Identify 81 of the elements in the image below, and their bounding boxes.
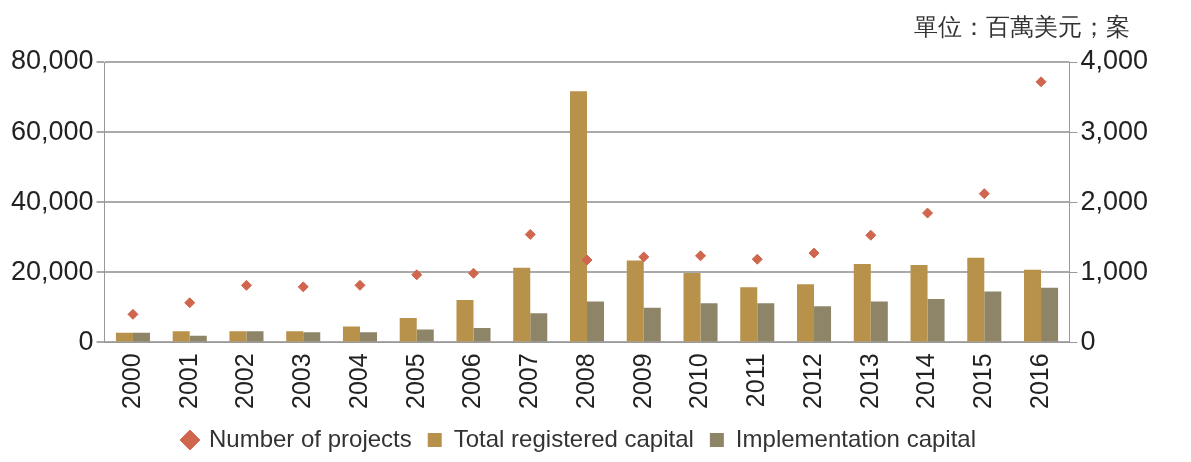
x-tick-label: 2006	[457, 353, 486, 410]
point	[468, 267, 479, 279]
y-tick-label: 80,000	[10, 45, 94, 76]
bar	[115, 332, 133, 342]
bar	[569, 91, 588, 342]
x-tick-label: 2016	[1024, 353, 1053, 410]
bar	[246, 331, 264, 342]
bar	[416, 329, 434, 342]
bar	[456, 300, 474, 342]
bar	[229, 331, 247, 342]
point	[240, 279, 252, 291]
point	[354, 279, 366, 291]
y2-tick-label: 0	[1080, 325, 1096, 356]
point	[127, 308, 139, 320]
x-tick-label: 2012	[797, 353, 826, 410]
point	[695, 250, 707, 262]
bar	[587, 301, 605, 342]
point	[638, 251, 650, 263]
x-tick-label: 2014	[911, 353, 940, 410]
bar	[853, 263, 871, 342]
y-tick-label: 40,000	[10, 185, 94, 216]
bar	[359, 332, 378, 342]
x-tick-label: 2009	[627, 353, 656, 410]
bar	[1024, 269, 1042, 342]
x-tick-label: 2003	[287, 353, 316, 410]
bar	[870, 301, 888, 342]
x-tick-label: 2015	[968, 353, 997, 410]
point	[581, 254, 593, 266]
legend-label: Implementation capital	[735, 424, 977, 452]
bar	[1041, 287, 1059, 342]
x-tick-label: 2002	[230, 353, 259, 410]
x-tick-label: 2010	[684, 353, 713, 410]
y2-tick-label: 4,000	[1080, 45, 1149, 76]
bar	[342, 326, 360, 342]
bar	[797, 284, 815, 342]
point	[751, 253, 763, 265]
point	[865, 229, 877, 241]
y2-tick-label: 2,000	[1080, 185, 1149, 216]
point	[297, 281, 309, 293]
legend-label: Total registered capital	[453, 424, 694, 452]
y2-tick-label: 3,000	[1080, 115, 1149, 146]
bar	[513, 267, 531, 342]
bar	[683, 272, 701, 342]
y2-tick-label: 1,000	[1080, 255, 1149, 286]
bar	[740, 287, 758, 342]
point	[808, 247, 820, 259]
bar	[814, 306, 832, 342]
bar	[530, 313, 548, 342]
y-tick-label: 60,000	[10, 115, 94, 146]
bar	[700, 303, 718, 342]
x-tick-label: 2011	[741, 353, 770, 408]
bar	[286, 331, 304, 342]
bar	[643, 307, 661, 342]
point	[1035, 76, 1047, 88]
x-tick-label: 2001	[173, 353, 202, 410]
bar	[626, 260, 644, 342]
bar	[303, 332, 321, 342]
x-tick-label: 2004	[343, 353, 372, 410]
bar	[757, 303, 775, 342]
point	[524, 228, 536, 240]
bar	[927, 298, 945, 342]
y-tick-label: 0	[78, 325, 94, 356]
legend-label: Number of projects	[209, 424, 412, 452]
point	[922, 207, 934, 219]
text: 單位：百萬美元；案	[914, 12, 1130, 40]
bar	[967, 257, 985, 342]
x-tick-label: 2008	[570, 353, 599, 410]
point	[411, 269, 423, 281]
bar	[399, 317, 417, 342]
point	[184, 297, 196, 309]
bar	[910, 265, 928, 342]
point	[978, 188, 990, 200]
x-tick-label: 2007	[514, 353, 543, 410]
x-tick-label: 2013	[854, 353, 883, 410]
bar	[132, 332, 150, 342]
bar	[984, 291, 1002, 342]
bar	[172, 331, 190, 342]
y-tick-label: 20,000	[10, 255, 94, 286]
bar	[473, 328, 491, 342]
x-tick-label: 2005	[400, 353, 429, 410]
x-tick-label: 2000	[116, 353, 145, 410]
